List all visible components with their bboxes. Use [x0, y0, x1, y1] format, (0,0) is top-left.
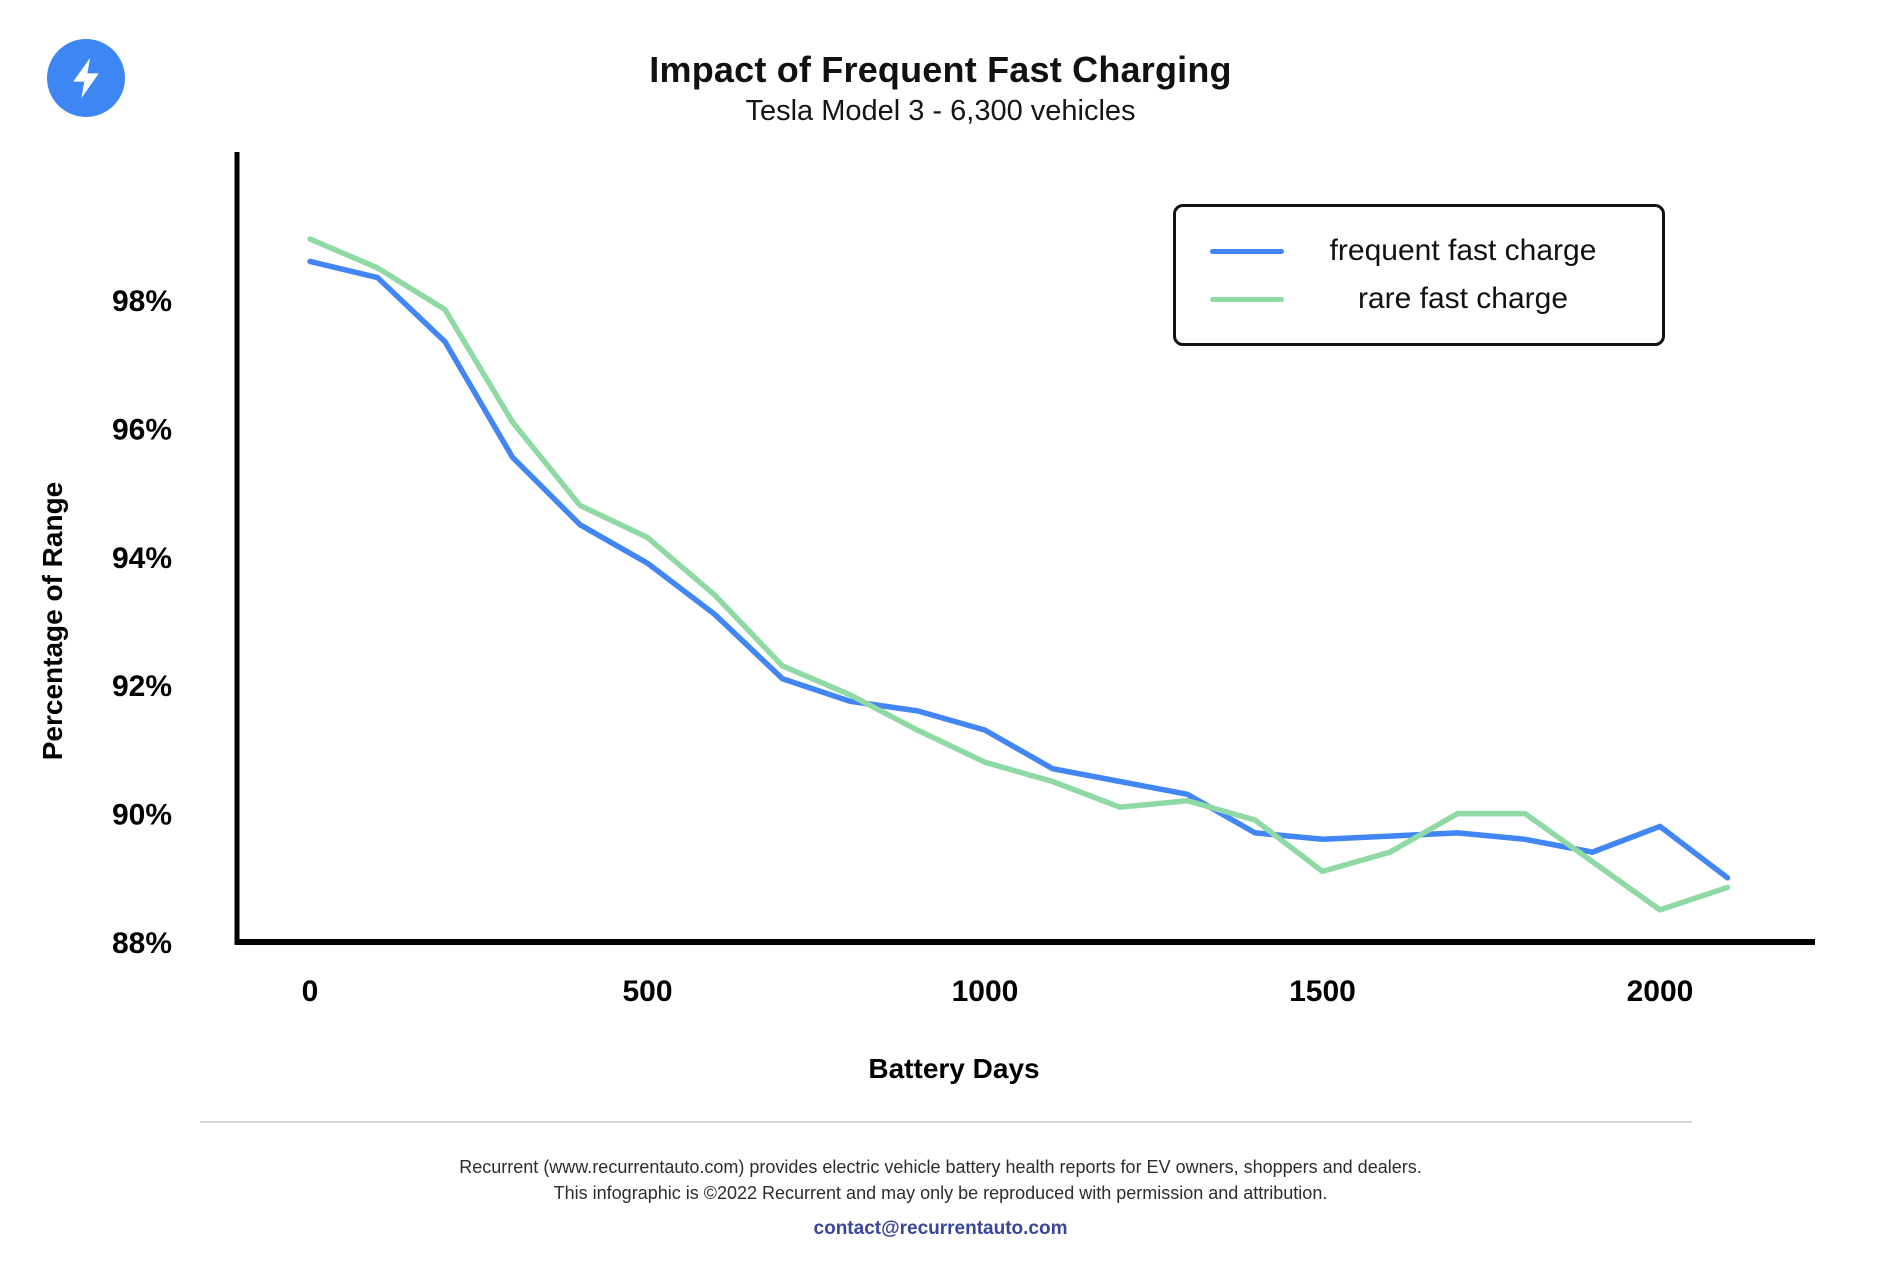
footer-text-line1: Recurrent (www.recurrentauto.com) provid…	[459, 1157, 1422, 1177]
y-tick-label: 90%	[112, 799, 172, 832]
y-tick-label: 98%	[112, 285, 172, 318]
x-tick-label: 1500	[1289, 975, 1356, 1008]
lightning-bolt-icon	[64, 51, 108, 105]
chart-legend: frequent fast charge rare fast charge	[1173, 204, 1665, 346]
legend-item-frequent-fast-charge: frequent fast charge	[1176, 234, 1662, 268]
legend-item-rare-fast-charge: rare fast charge	[1176, 282, 1662, 316]
footer-divider	[200, 1121, 1692, 1123]
y-tick-label: 88%	[112, 927, 172, 960]
frequent-fast-charge-line-swatch	[1210, 248, 1284, 254]
recurrent-logo	[47, 39, 125, 117]
legend-label: rare fast charge	[1357, 282, 1569, 315]
rare-fast-charge-line	[307, 236, 1731, 913]
rare-fast-charge-line-swatch	[1210, 296, 1284, 302]
y-tick-label: 92%	[112, 670, 172, 703]
x-tick-label: 2000	[1627, 975, 1694, 1008]
page-title: Impact of Frequent Fast Charging	[649, 49, 1232, 90]
x-tick-label: 500	[622, 975, 672, 1008]
y-tick-label: 96%	[112, 413, 172, 446]
x-tick-label: 1000	[952, 975, 1019, 1008]
contact-email-link[interactable]: contact@recurrentauto.com	[813, 1218, 1068, 1239]
page-subtitle: Tesla Model 3 - 6,300 vehicles	[745, 95, 1136, 127]
footer-text-line2: This infographic is ©2022 Recurrent and …	[553, 1183, 1328, 1203]
y-axis-title: Percentage of Range	[37, 482, 68, 761]
x-axis-title: Battery Days	[868, 1053, 1039, 1084]
legend-label: frequent fast charge	[1329, 234, 1597, 267]
y-tick-label: 94%	[112, 542, 172, 575]
frequent-fast-charge-line	[307, 258, 1731, 881]
x-tick-label: 0	[302, 975, 319, 1008]
